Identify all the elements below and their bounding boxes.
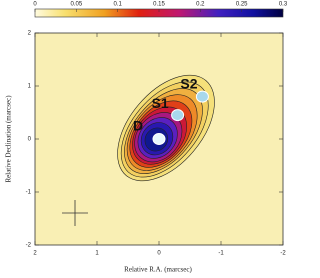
component bbox=[195, 90, 209, 103]
y-tick-label: 2 bbox=[28, 31, 32, 37]
component bbox=[171, 109, 185, 122]
x-tick-label: -2 bbox=[280, 251, 286, 257]
colorbar-tick-label: 0.25 bbox=[236, 2, 248, 8]
x-axis-label: Relative R.A. (marcsec) bbox=[124, 266, 192, 274]
y-tick-label: -1 bbox=[26, 190, 32, 196]
component bbox=[152, 133, 166, 145]
component-label: S1 bbox=[152, 95, 169, 111]
colorbar-tick-label: 0.05 bbox=[70, 2, 82, 8]
colorbar-tick-label: 0.3 bbox=[279, 2, 288, 8]
x-tick-label: 1 bbox=[95, 251, 99, 257]
colorbar-tick-label: 0.1 bbox=[113, 2, 122, 8]
component-label: S2 bbox=[180, 75, 197, 91]
colorbar-tick-label: 0.15 bbox=[153, 2, 165, 8]
y-tick-label: 0 bbox=[28, 137, 32, 143]
y-tick-label: 1 bbox=[28, 84, 32, 90]
chart: Relative R.A. (marcsec) Relative Declina… bbox=[5, 2, 288, 274]
component-label: D bbox=[133, 118, 143, 134]
x-tick-label: 2 bbox=[33, 251, 37, 257]
colorbar-tick-label: 0.2 bbox=[196, 2, 205, 8]
y-tick-label: -2 bbox=[26, 243, 32, 249]
x-tick-label: -1 bbox=[218, 251, 224, 257]
x-tick-label: 0 bbox=[157, 251, 161, 257]
y-axis-label: Relative Declination (marcsec) bbox=[5, 95, 13, 183]
colorbar-tick-label: 0 bbox=[33, 2, 37, 8]
